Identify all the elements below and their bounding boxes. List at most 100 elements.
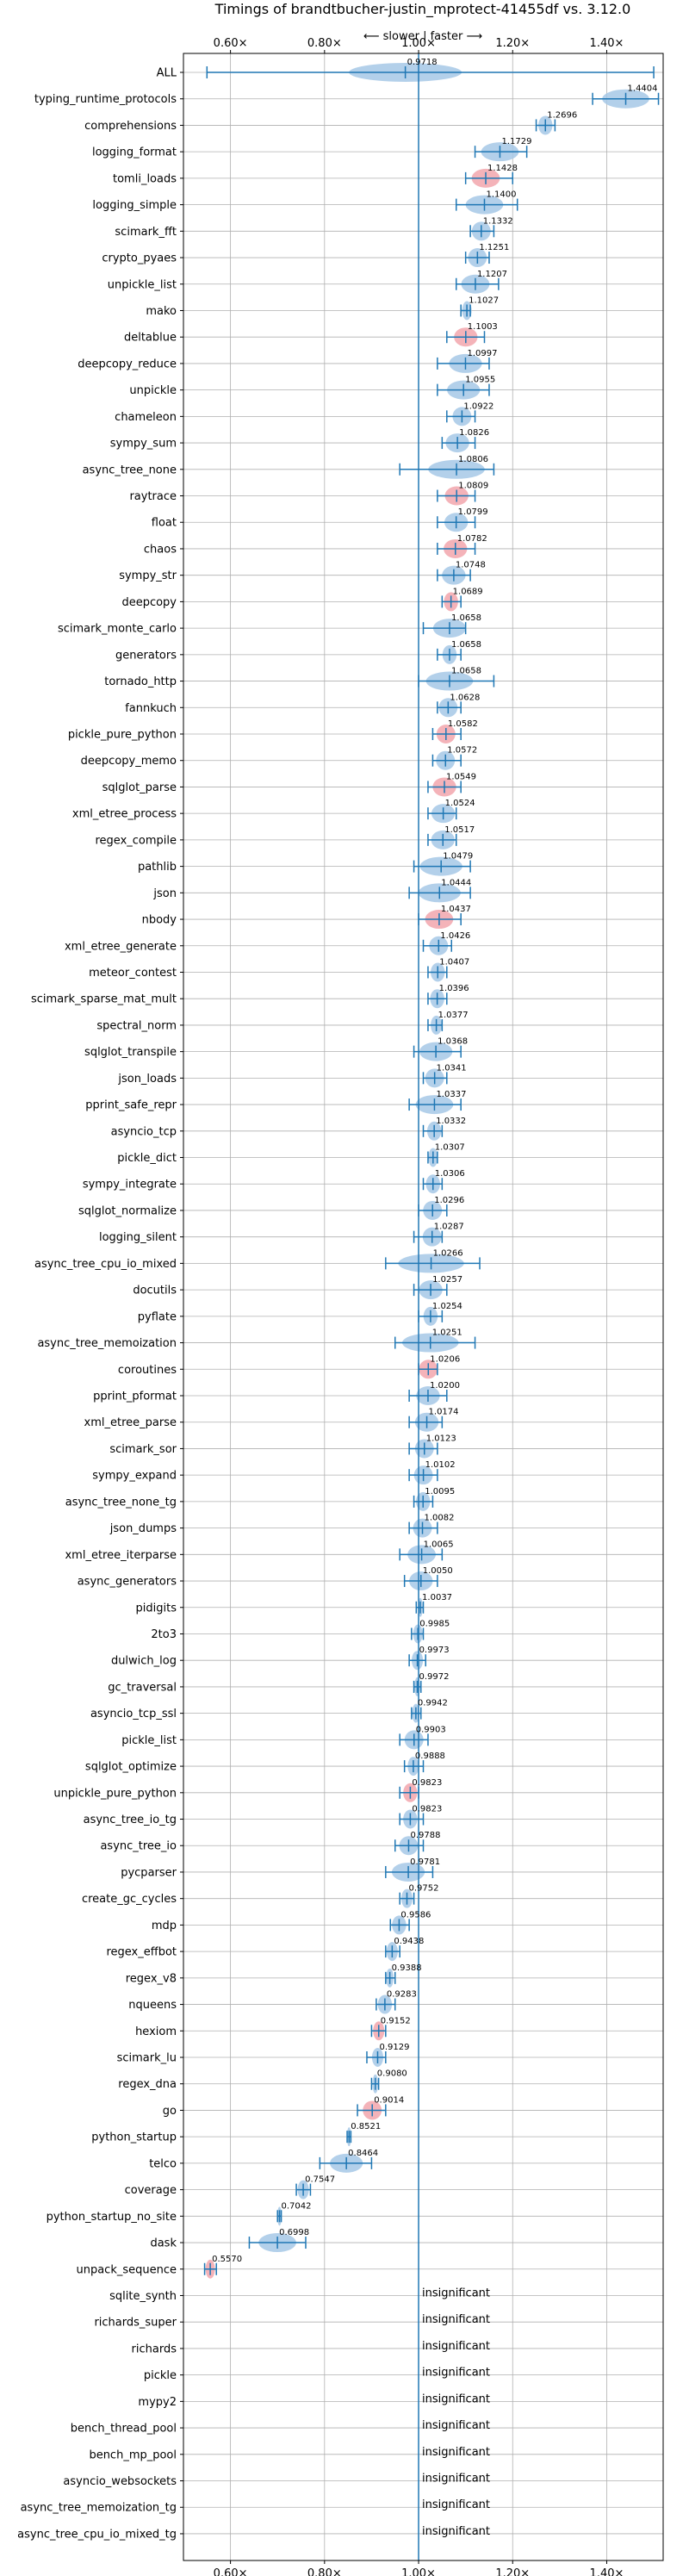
value-label: 0.7042 <box>282 2201 312 2211</box>
value-label: 0.9985 <box>419 1619 450 1628</box>
y-tick-label: async_tree_memoization_tg <box>21 2502 177 2515</box>
value-label: 1.0396 <box>439 984 469 993</box>
y-tick-label: mypy2 <box>138 2396 177 2409</box>
y-tick-label: asyncio_tcp <box>111 1125 177 1138</box>
y-tick-label: scimark_monte_carlo <box>58 623 177 636</box>
y-tick-label: async_tree_cpu_io_mixed <box>34 1258 177 1271</box>
value-label: 1.0123 <box>426 1434 456 1443</box>
x-tick-label-top: 1.00× <box>401 37 436 50</box>
y-tick-label: xml_etree_parse <box>84 1416 177 1429</box>
value-label: 1.0572 <box>447 746 477 756</box>
value-label: 1.0689 <box>453 587 483 596</box>
y-tick-label: logging_silent <box>99 1231 177 1244</box>
y-tick-label: pidigits <box>136 1602 177 1615</box>
y-tick-label: float <box>152 517 177 530</box>
y-tick-label: pprint_pformat <box>93 1391 177 1403</box>
value-label: 0.9388 <box>392 1963 422 1973</box>
value-label: 1.0095 <box>425 1487 455 1496</box>
value-label: 0.9718 <box>407 58 438 67</box>
value-label: 1.0102 <box>425 1460 456 1470</box>
y-tick-label: scimark_lu <box>117 2052 177 2065</box>
value-label: 0.9823 <box>412 1778 442 1788</box>
value-label: 1.0658 <box>451 667 481 676</box>
value-label: 1.1729 <box>501 137 531 146</box>
value-label: 1.0206 <box>430 1354 460 1364</box>
value-label: 1.0955 <box>465 376 495 385</box>
value-label: 1.0174 <box>429 1408 459 1417</box>
y-tick-label: fannkuch <box>125 702 177 715</box>
y-tick-label: telco <box>149 2157 177 2170</box>
y-tick-label: sqlglot_normalize <box>78 1204 177 1217</box>
y-tick-label: asyncio_tcp_ssl <box>90 1708 177 1720</box>
y-tick-label: deepcopy <box>121 596 177 609</box>
y-tick-label: raytrace <box>129 490 177 503</box>
value-label: 1.0407 <box>439 957 469 967</box>
value-label: 1.0922 <box>463 401 493 411</box>
y-tick-label: regex_dna <box>118 2078 177 2091</box>
value-label: 1.0307 <box>435 1143 465 1153</box>
y-tick-label: xml_etree_process <box>72 808 177 821</box>
value-label: insignificant <box>422 2525 490 2538</box>
y-tick-label: async_tree_none_tg <box>65 1496 177 1509</box>
y-tick-label: sympy_expand <box>92 1470 177 1483</box>
value-label: 0.9014 <box>374 2095 404 2105</box>
value-label: insignificant <box>422 2473 490 2486</box>
y-tick-label: dask <box>150 2237 177 2250</box>
value-label: 0.9129 <box>379 2043 409 2052</box>
y-tick-label: xml_etree_iterparse <box>65 1549 177 1562</box>
x-tick-label-top: 1.20× <box>495 37 530 50</box>
y-tick-label: regex_v8 <box>126 1972 177 1985</box>
value-label: 1.0251 <box>432 1328 462 1338</box>
value-label: 1.0368 <box>438 1037 468 1047</box>
value-label: 0.9586 <box>400 1910 431 1920</box>
value-label: insignificant <box>422 2498 490 2511</box>
y-tick-label: python_startup <box>91 2131 177 2144</box>
value-label: 1.0065 <box>424 1540 454 1549</box>
value-label: 1.1207 <box>477 270 507 279</box>
y-tick-label: bench_mp_pool <box>89 2448 177 2461</box>
value-label: 0.9972 <box>419 1672 450 1682</box>
y-tick-label: hexiom <box>135 2025 177 2038</box>
value-label: 1.0806 <box>458 455 488 464</box>
value-label: 1.1251 <box>479 243 509 252</box>
value-label: 1.2696 <box>547 110 577 120</box>
y-tick-label: sqlglot_transpile <box>84 1046 177 1059</box>
y-tick-label: richards_super <box>94 2317 177 2330</box>
value-label: 1.0479 <box>443 852 473 862</box>
value-label: insignificant <box>422 2313 490 2326</box>
value-label: 1.0257 <box>432 1275 462 1285</box>
value-label: 1.0082 <box>425 1514 455 1523</box>
value-label: 1.0200 <box>430 1381 460 1391</box>
y-tick-label: scimark_sor <box>109 1443 177 1456</box>
x-tick-label-bottom: 0.80× <box>307 2567 342 2576</box>
y-tick-label: logging_simple <box>92 199 177 212</box>
y-tick-label: sympy_sum <box>110 438 177 451</box>
y-tick-label: create_gc_cycles <box>82 1893 177 1906</box>
y-tick-label: json_dumps <box>109 1522 177 1535</box>
value-label: 0.9823 <box>412 1805 442 1814</box>
value-label: 1.0426 <box>440 931 470 941</box>
value-label: 0.9781 <box>410 1857 440 1867</box>
error-bars <box>203 66 660 2275</box>
value-label: 0.9152 <box>381 2016 411 2025</box>
y-tick-label: 2to3 <box>151 1628 177 1641</box>
y-tick-label: deepcopy_reduce <box>78 358 177 370</box>
chart-title: Timings of brandtbucher-justin_mprotect-… <box>214 1 631 18</box>
value-label: 0.9752 <box>408 1884 438 1894</box>
y-tick-label: sqlite_synth <box>109 2290 177 2303</box>
y-tick-label: crypto_pyaes <box>102 252 177 265</box>
y-tick-label: richards <box>132 2343 177 2355</box>
value-label: 1.1027 <box>469 296 499 305</box>
value-label: 1.0444 <box>441 878 471 887</box>
y-tick-label: asyncio_websockets <box>63 2475 177 2488</box>
grid-lines <box>183 53 663 2560</box>
y-tick-label: json <box>152 887 177 900</box>
y-tick-label: comprehensions <box>84 120 177 133</box>
y-tick-label: unpickle_list <box>108 278 177 291</box>
value-label: 1.0037 <box>422 1593 452 1602</box>
y-tick-label: unpickle_pure_python <box>53 1787 177 1800</box>
value-label: 1.0826 <box>459 428 489 438</box>
y-tick-label: pickle_list <box>121 1734 177 1747</box>
value-label: insignificant <box>422 2446 490 2459</box>
value-label: 1.0254 <box>432 1302 462 1311</box>
